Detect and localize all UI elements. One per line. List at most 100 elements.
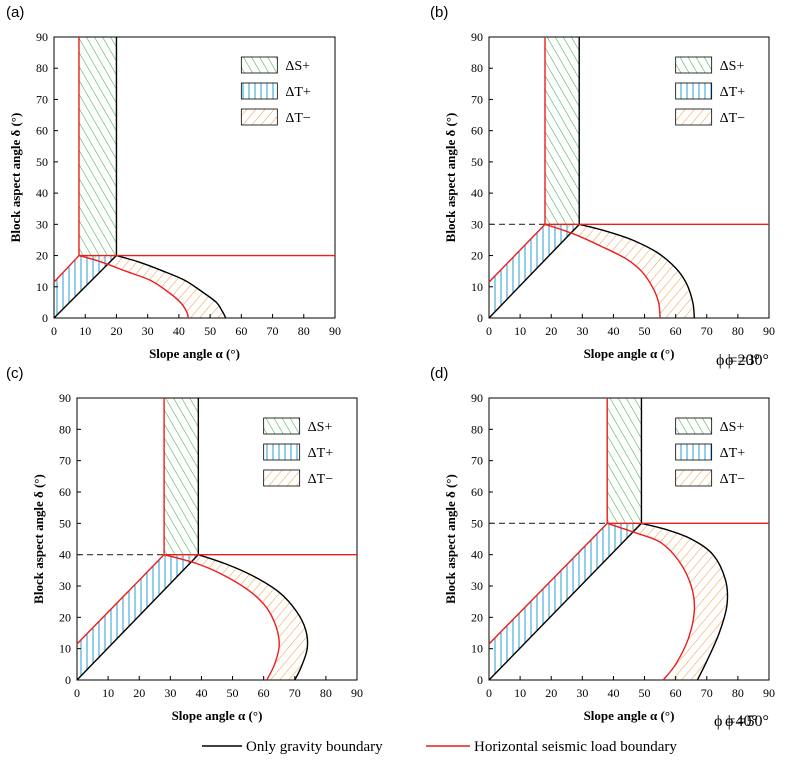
delta-t-plus-legend-label: ΔT+	[720, 446, 746, 461]
x-tick-label: 60	[670, 686, 682, 700]
gravity-diagonal-boundary	[53, 255, 117, 319]
y-tick-label: 90	[59, 391, 71, 405]
delta-t-plus-legend-label: ΔT+	[308, 446, 334, 461]
delta-s-plus-legend-label: ΔS+	[308, 420, 333, 435]
delta-t-minus-legend-label: ΔT−	[308, 472, 334, 487]
x-tick-label: 90	[763, 324, 775, 338]
x-tick-label: 0	[486, 686, 492, 700]
plot-frame	[76, 397, 358, 681]
y-axis-label: Block aspect angle δ (°)	[443, 113, 458, 243]
y-tick-label: 20	[471, 249, 483, 263]
y-tick-label: 40	[59, 548, 71, 562]
delta-t-plus-legend-label: ΔT+	[720, 85, 746, 100]
delta-s-plus-region	[545, 37, 580, 225]
delta-t-minus-legend-swatch	[263, 469, 301, 487]
y-tick-label: 20	[59, 610, 71, 624]
chart-panel-a: 0 10 20 30 40 50 60 70 80 90 0 10 20 30 40 50 60 70 80 90 ΔS…	[6, 4, 760, 369]
phi-label: ϕ =40°	[714, 713, 758, 730]
phi-label: ϕ =30°	[725, 352, 769, 369]
x-tick-label: 40	[195, 686, 207, 700]
y-tick-label: 30	[471, 579, 483, 593]
chart-panel-d: 0 10 20 30 40 50 60 70 80 90 0 10 20 30 40 50 60 70 80 90 ΔS…	[430, 365, 775, 730]
y-tick-label: 70	[471, 92, 483, 106]
y-tick-label: 30	[36, 217, 48, 231]
x-tick-label: 30	[576, 686, 588, 700]
plot-frame	[53, 36, 336, 319]
x-tick-label: 20	[110, 324, 122, 338]
y-tick-label: 90	[471, 391, 483, 405]
gravity-diagonal-boundary	[488, 522, 642, 681]
x-tick-label: 0	[51, 324, 57, 338]
y-tick-label: 70	[36, 92, 48, 106]
delta-s-plus-region	[164, 398, 199, 555]
y-tick-label: 50	[36, 155, 48, 169]
y-tick-label: 80	[471, 61, 483, 75]
x-tick-label: 70	[701, 324, 713, 338]
delta-s-plus-legend-label: ΔS+	[720, 420, 745, 435]
x-tick-label: 10	[514, 324, 526, 338]
seismic-curve-boundary	[544, 223, 661, 319]
delta-t-minus-legend-swatch	[675, 469, 713, 487]
delta-t-minus-region	[78, 255, 226, 318]
x-tick-label: 30	[142, 324, 154, 338]
delta-t-minus-legend-swatch	[240, 108, 278, 126]
gravity-legend-label: Only gravity boundary	[246, 739, 383, 755]
y-tick-label: 40	[471, 548, 483, 562]
delta-t-minus-region	[545, 224, 695, 318]
y-tick-label: 50	[471, 516, 483, 530]
y-axis-label: Block aspect angle δ (°)	[8, 113, 23, 243]
x-tick-label: 80	[320, 686, 332, 700]
delta-t-minus-legend-label: ΔT−	[285, 111, 311, 126]
y-tick-label: 90	[36, 30, 48, 44]
y-tick-label: 80	[59, 422, 71, 436]
y-tick-label: 30	[59, 579, 71, 593]
seismic-diagonal-boundary	[488, 522, 608, 645]
x-tick-label: 80	[732, 686, 744, 700]
delta-s-plus-region	[607, 398, 642, 524]
bottom-legend: Only gravity boundary Horizontal seismic…	[202, 739, 677, 755]
y-tick-label: 60	[471, 124, 483, 138]
seismic-diagonal-boundary	[53, 255, 80, 283]
y-tick-label: 0	[42, 311, 48, 325]
chart-panel-c: 0 10 20 30 40 50 60 70 80 90 0 10 20 30 40 50 60 70 80 90 ΔS…	[6, 365, 758, 730]
gravity-curve-boundary	[116, 254, 227, 319]
gravity-curve-boundary	[641, 522, 729, 681]
y-tick-label: 0	[477, 311, 483, 325]
x-tick-label: 10	[102, 686, 114, 700]
delta-t-minus-region	[164, 554, 308, 680]
x-tick-label: 50	[639, 686, 651, 700]
y-tick-label: 0	[477, 673, 483, 687]
x-tick-label: 10	[514, 686, 526, 700]
x-tick-label: 20	[133, 686, 145, 700]
y-tick-label: 0	[65, 673, 71, 687]
plot-frame	[488, 36, 770, 319]
x-tick-label: 0	[74, 686, 80, 700]
y-tick-label: 90	[471, 30, 483, 44]
x-tick-label: 30	[164, 686, 176, 700]
x-tick-label: 20	[545, 686, 557, 700]
seismic-curve-boundary	[163, 553, 280, 681]
x-tick-label: 60	[235, 324, 247, 338]
delta-s-plus-legend-label: ΔS+	[285, 59, 310, 74]
delta-t-plus-legend-swatch	[675, 82, 713, 100]
y-tick-label: 10	[471, 642, 483, 656]
delta-t-minus-legend-swatch	[675, 108, 713, 126]
seismic-curve-boundary	[606, 522, 696, 681]
y-tick-label: 50	[471, 155, 483, 169]
y-tick-label: 20	[471, 610, 483, 624]
delta-s-plus-legend-label: ΔS+	[720, 59, 745, 74]
delta-t-plus-legend-label: ΔT+	[285, 85, 311, 100]
y-tick-label: 30	[471, 217, 483, 231]
delta-t-plus-legend-swatch	[675, 443, 713, 461]
delta-s-plus-legend-swatch	[240, 56, 278, 74]
plot-frame	[488, 397, 770, 681]
seismic-legend-label: Horizontal seismic load boundary	[474, 739, 677, 755]
x-tick-label: 80	[732, 324, 744, 338]
delta-s-plus-legend-swatch	[675, 417, 713, 435]
delta-s-plus-region	[78, 37, 117, 256]
delta-s-plus-legend-swatch	[263, 417, 301, 435]
x-tick-label: 40	[607, 324, 619, 338]
x-tick-label: 90	[763, 686, 775, 700]
y-tick-label: 60	[59, 485, 71, 499]
